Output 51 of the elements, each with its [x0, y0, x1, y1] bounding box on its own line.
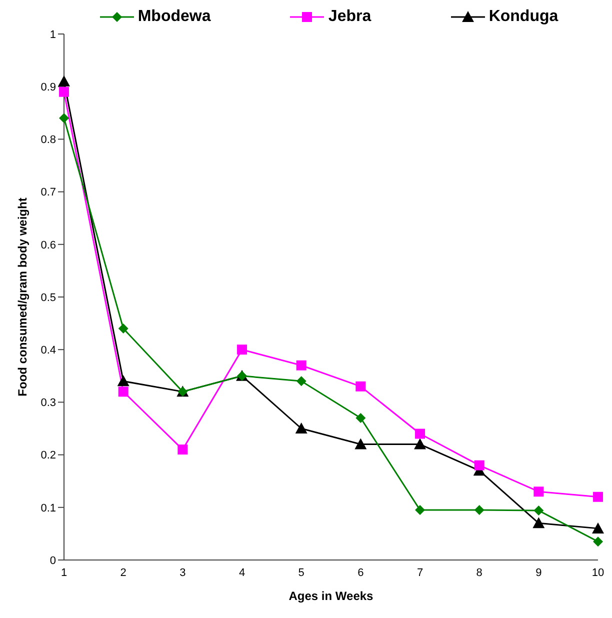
x-tick-label: 5 — [298, 566, 304, 579]
point — [237, 344, 247, 355]
point — [58, 75, 70, 86]
x-axis-title: Ages in Weeks — [288, 589, 374, 603]
y-tick-label: 0.9 — [40, 82, 56, 94]
y-tick-label: 0.2 — [40, 450, 56, 462]
y-tick-label: 0.3 — [40, 397, 56, 410]
x-tick-label: 7 — [416, 566, 424, 579]
point — [414, 438, 426, 450]
y-tick-label: 0 — [50, 554, 56, 567]
x-tick-label: 8 — [476, 566, 482, 579]
x-tick-label: 2 — [120, 566, 126, 579]
point — [534, 506, 544, 516]
x-tick-label: 6 — [358, 566, 364, 579]
legend-label: Jebra — [328, 8, 372, 26]
point — [118, 324, 128, 334]
point — [593, 492, 603, 502]
x-tick-label: 4 — [238, 566, 246, 579]
x-tick-label: 3 — [180, 566, 186, 579]
x-tick-label: 1 — [60, 566, 68, 579]
point — [593, 536, 603, 547]
y-tick-label: 0.1 — [40, 502, 56, 514]
point — [118, 386, 128, 397]
point — [415, 428, 425, 439]
y-axis-title: Food consumed/gram body weight — [15, 198, 30, 396]
point — [354, 438, 367, 450]
point — [592, 522, 604, 534]
y-tick-label: 0.7 — [40, 186, 56, 199]
legend-label: Konduga — [488, 8, 558, 26]
point — [474, 460, 484, 470]
legend-label: Mbodewa — [138, 8, 211, 26]
point — [59, 86, 69, 97]
point — [356, 412, 366, 423]
point — [534, 486, 544, 497]
y-tick-label: 0.5 — [40, 292, 56, 304]
point — [178, 444, 188, 455]
y-tick-label: 1 — [50, 28, 56, 41]
point — [117, 375, 130, 386]
x-tick-label: 10 — [592, 566, 604, 579]
x-tick-label: 9 — [536, 566, 542, 579]
point — [295, 422, 308, 434]
point — [296, 376, 306, 386]
point — [474, 505, 484, 516]
point — [356, 381, 366, 392]
point — [415, 505, 425, 516]
y-tick-label: 0.8 — [40, 134, 56, 146]
point — [296, 360, 306, 370]
y-tick-label: 0.4 — [40, 344, 56, 357]
point — [532, 517, 545, 528]
point — [59, 113, 69, 124]
y-tick-label: 0.6 — [40, 239, 56, 252]
